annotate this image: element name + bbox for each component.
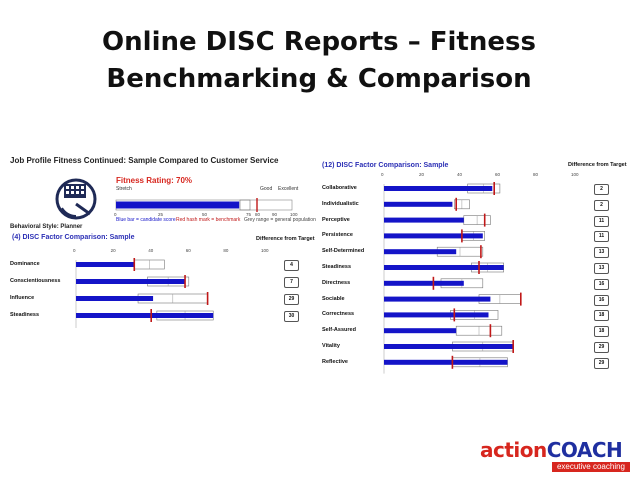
right-report-panel: (12) DISC Factor Comparison: Sample Diff…: [318, 158, 630, 374]
factor-label: Self-Assured: [322, 327, 356, 334]
factor-label: Reflective: [322, 358, 348, 365]
difference-badge: 2: [594, 184, 609, 195]
candidate-bar: [76, 279, 186, 284]
candidate-bar: [76, 296, 154, 301]
legend-red: Red hash mark = benchmark: [176, 217, 241, 223]
axis-tick-label: 40: [457, 172, 463, 177]
axis-tick-label: 40: [148, 248, 154, 253]
candidate-bar: [384, 249, 457, 255]
difference-badge: 29: [284, 294, 299, 305]
fitness-tick-label: 100: [290, 212, 298, 217]
difference-badge: 13: [594, 263, 609, 274]
factor-label: Collaborative: [322, 185, 357, 191]
difference-badge: 2: [594, 199, 609, 211]
difference-badge: 18: [594, 326, 609, 338]
difference-badge: 11: [594, 231, 609, 243]
axis-tick-label: 80: [223, 248, 229, 253]
candidate-bar: [384, 328, 457, 334]
axis-tick-label: 100: [571, 172, 579, 177]
factor-label: Directness: [322, 279, 351, 286]
difference-badge: 29: [594, 357, 609, 369]
candidate-bar: [384, 312, 489, 318]
difference-badge: 4: [284, 260, 299, 271]
difference-badge: 29: [594, 342, 609, 353]
factor-label: Persistence: [322, 232, 353, 239]
fitness-tick-label: 75: [246, 212, 252, 217]
fitness-tick-label: 90: [272, 212, 278, 217]
difference-badge: 7: [284, 277, 299, 288]
factor-label: Perceptive: [322, 216, 350, 223]
difference-badge: 13: [594, 247, 609, 259]
factor-label: Self-Determined: [322, 248, 365, 255]
difference-badge: 30: [284, 311, 299, 322]
logo-tagline: executive coaching: [551, 462, 630, 472]
candidate-bar: [384, 344, 514, 349]
difference-badge: 11: [594, 215, 609, 227]
candidate-bar: [384, 280, 464, 286]
difference-badge: 18: [594, 310, 609, 322]
left-difference-header: Difference from Target: [256, 236, 315, 242]
axis-tick-label: 20: [110, 248, 116, 253]
candidate-bar: [384, 186, 493, 191]
difference-badge: 16: [594, 278, 609, 290]
behavioral-style: Behavioral Style: Planner: [10, 224, 83, 230]
actioncoach-logo: actionCOACH executive coaching: [480, 438, 630, 472]
candidate-bar: [76, 262, 135, 267]
factor-label: Dominance: [10, 261, 40, 267]
legend-blue: Blue bar = candidate score: [116, 217, 176, 223]
difference-badge: 16: [594, 294, 609, 306]
factor-label: Individualistic: [322, 200, 359, 207]
scale-label-stretch: Stretch: [116, 186, 132, 192]
axis-tick-label: 60: [185, 248, 191, 253]
candidate-bar: [384, 201, 453, 207]
left-report-panel: Job Profile Fitness Continued: Sample Co…: [10, 154, 316, 328]
factor-label: Steadiness: [10, 312, 40, 318]
speedometer-icon: [55, 178, 97, 220]
left-comparison-title: (4) DISC Factor Comparison: Sample: [12, 234, 135, 241]
legend-gray: Grey range = general population: [244, 217, 316, 223]
right-comparison-title: (12) DISC Factor Comparison: Sample: [322, 162, 449, 169]
fitness-bar: [116, 201, 240, 209]
fitness-scale: [115, 198, 293, 212]
candidate-bar: [384, 217, 464, 223]
candidate-bar: [384, 359, 508, 365]
candidate-bar: [384, 296, 491, 302]
candidate-bar: [76, 313, 214, 318]
slide-title: Online DISC Reports – Fitness Benchmarki…: [0, 24, 638, 98]
factor-label: Correctness: [322, 311, 355, 318]
fitness-tick-label: 80: [255, 212, 261, 217]
axis-tick-label: 80: [533, 172, 539, 177]
factor-label: Conscientiousness: [10, 278, 61, 284]
axis-tick-label: 100: [261, 248, 269, 253]
axis-tick-label: 0: [73, 248, 76, 253]
slide-title-line2: Benchmarking & Comparison: [106, 64, 532, 94]
fitness-tick-label: 50: [202, 212, 208, 217]
candidate-bar: [384, 233, 483, 239]
axis-tick-label: 20: [419, 172, 425, 177]
fitness-tick-label: 25: [158, 212, 164, 217]
factor-label: Steadiness: [322, 264, 352, 270]
slide-title-line1: Online DISC Reports – Fitness: [102, 27, 536, 57]
left-panel-title: Job Profile Fitness Continued: Sample Co…: [10, 156, 279, 165]
bar-chart-svg: [383, 182, 522, 374]
axis-tick-label: 0: [381, 172, 384, 177]
scale-label-good: Good: [260, 186, 273, 192]
bar-chart-svg: [75, 258, 214, 328]
right-difference-header: Difference from Target: [568, 162, 627, 168]
factor-label: Influence: [10, 295, 35, 301]
fitness-range-box: [239, 199, 251, 211]
logo-wordmark: actionCOACH: [480, 438, 623, 462]
fitness-rating: Fitness Rating: 70%: [116, 176, 193, 185]
scale-label-excellent: Excellent: [278, 186, 299, 192]
axis-tick-label: 60: [495, 172, 501, 177]
fitness-tick-label: 0: [114, 212, 117, 217]
candidate-bar: [384, 265, 504, 270]
logo-coach: COACH: [546, 438, 623, 462]
factor-label: Vitality: [322, 343, 340, 349]
factor-label: Sociable: [322, 295, 345, 302]
logo-action: action: [480, 438, 547, 462]
